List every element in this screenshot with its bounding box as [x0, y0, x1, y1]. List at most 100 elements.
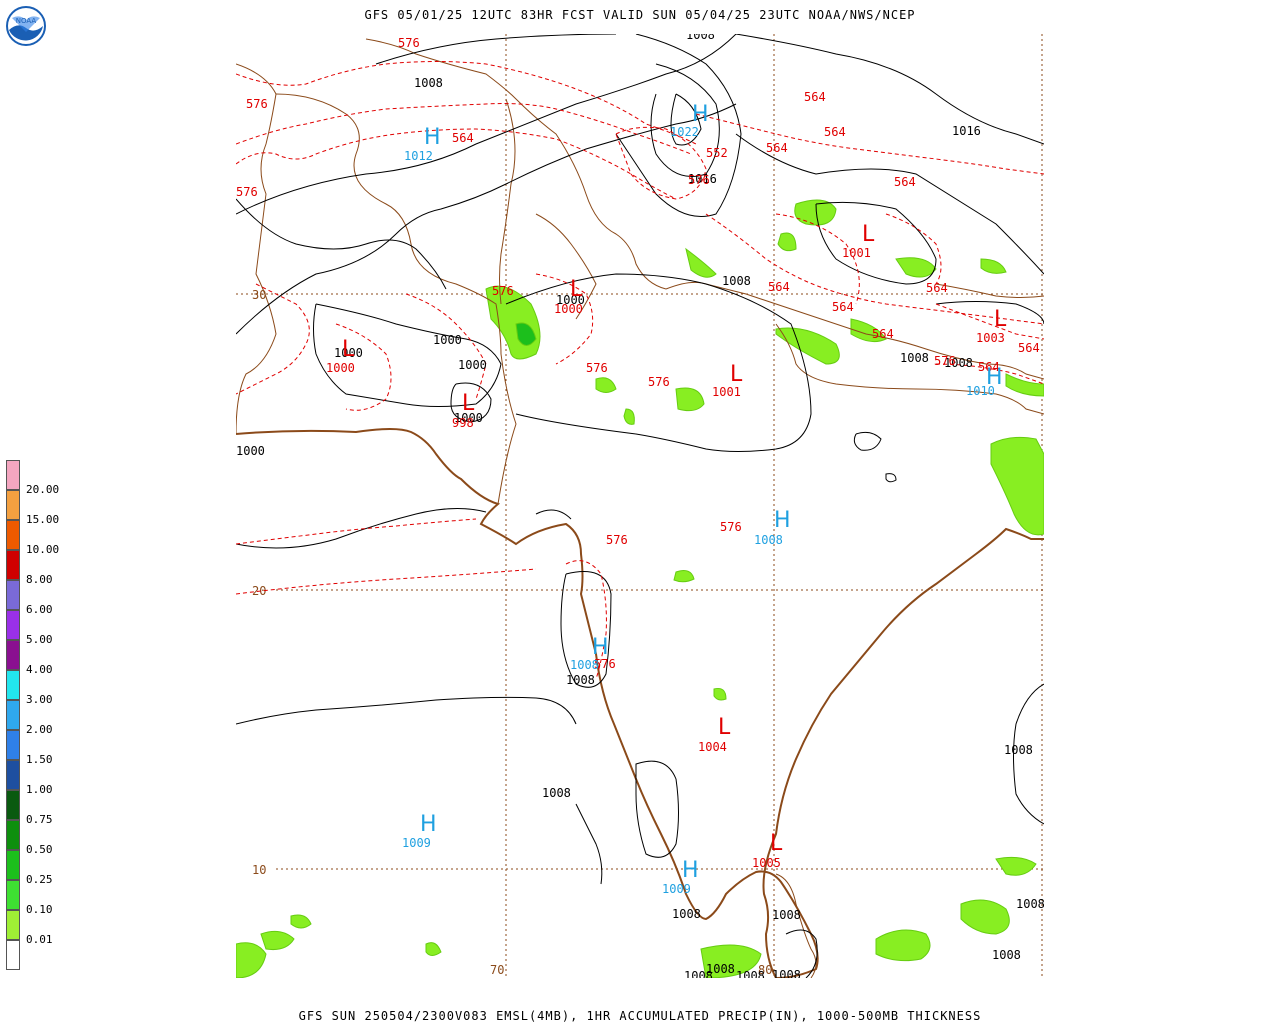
isobars: [236, 34, 1044, 978]
precip-area: [236, 942, 267, 978]
thickness-label: 564: [804, 90, 826, 104]
thickness-label: 564: [766, 141, 788, 155]
low-center-letter: L: [342, 337, 355, 362]
isobar-label: 1008: [772, 908, 801, 922]
thickness-label: 576: [246, 97, 268, 111]
precip-area: [895, 257, 937, 278]
low-center-value: 1001: [842, 246, 871, 260]
high-center-value: 1008: [570, 658, 599, 672]
legend-label: 6.00: [26, 603, 53, 616]
high-center-value: 1009: [402, 836, 431, 850]
precip-area: [1005, 373, 1044, 397]
isobar-label: 1008: [684, 969, 713, 978]
precip-area: [515, 322, 537, 346]
isobar-label: 1008: [992, 948, 1021, 962]
thickness-label: 576: [398, 36, 420, 50]
legend-swatch: [6, 610, 20, 640]
high-center-value: 1022: [670, 125, 699, 139]
low-center-value: 1003: [976, 331, 1005, 345]
legend-label: 0.25: [26, 873, 53, 886]
legend-swatch: [6, 940, 20, 970]
legend-swatch: [6, 850, 20, 880]
isobar-label: 1008: [1004, 743, 1033, 757]
isobar-label: 1008: [566, 673, 595, 687]
thickness-label: 552: [706, 146, 728, 160]
legend-label: 0.01: [26, 933, 53, 946]
legend-swatch: [6, 730, 20, 760]
high-center-letter: H: [986, 365, 1003, 390]
legend-label: 4.00: [26, 663, 53, 676]
thickness-label: 564: [824, 125, 846, 139]
svg-text:NOAA: NOAA: [16, 17, 37, 25]
precip-area: [875, 929, 931, 962]
thickness-label: 564: [1018, 341, 1040, 355]
low-center-letter: L: [770, 831, 783, 856]
isobar-label: 1008: [672, 907, 701, 921]
isobar-label: 1008: [686, 34, 715, 42]
low-pressure-centers: L 1001 L 1001 L 1000 L 1000 L 998 L 1003…: [326, 222, 1007, 870]
isobar-label: 1008: [944, 356, 973, 370]
thickness-lines: [236, 61, 1044, 680]
thickness-label: 576: [606, 533, 628, 547]
precip-legend: 0.01 0.10 0.25 0.50 0.75 1.00 1.50 2.00 3.00 4.00…: [6, 460, 66, 974]
precip-areas: [236, 199, 1044, 978]
coastlines: [236, 428, 1044, 978]
lon-label-80: 80: [758, 963, 772, 977]
isobar-label: 1000: [556, 293, 585, 307]
legend-swatch: [6, 700, 20, 730]
map-title: GFS 05/01/25 12UTC 83HR FCST VALID SUN 0…: [364, 8, 916, 22]
precip-area: [713, 688, 727, 701]
legend-label: 20.00: [26, 483, 60, 496]
low-center-value: 1000: [554, 302, 583, 316]
thickness-label: 576: [492, 284, 514, 298]
low-center-value: 1001: [712, 385, 741, 399]
precip-area: [595, 377, 617, 393]
isobar-labels: 1008 1016 1000 1000 1000 1000 1000 1008 …: [236, 34, 1044, 978]
low-center-letter: L: [862, 222, 875, 247]
thickness-label: 576: [236, 185, 258, 199]
high-center-value: 1008: [754, 533, 783, 547]
precip-area: [980, 258, 1007, 274]
isobar-label: 1008: [772, 968, 801, 978]
low-center-value: 1000: [326, 361, 355, 375]
thickness-label: 576: [594, 657, 616, 671]
legend-swatch: [6, 460, 20, 490]
isobar-label: 1008: [900, 351, 929, 365]
high-center-value: 1010: [966, 384, 995, 398]
precip-area: [425, 942, 442, 956]
legend-swatch: [6, 760, 20, 790]
legend-label: 0.50: [26, 843, 53, 856]
high-center-letter: H: [692, 102, 709, 127]
legend-label: 1.00: [26, 783, 53, 796]
high-center-value: 1009: [662, 882, 691, 896]
precip-area: [623, 408, 635, 425]
thickness-label: 576: [648, 375, 670, 389]
isobar-label: 1008: [736, 969, 765, 978]
low-center-letter: L: [994, 307, 1007, 332]
low-center-letter: L: [718, 715, 731, 740]
isobar-label: 1008: [722, 274, 751, 288]
legend-label: 15.00: [26, 513, 60, 526]
lat-label-10: 10: [252, 863, 266, 877]
thickness-label: 564: [894, 175, 916, 189]
isobar-label: 1000: [236, 444, 265, 458]
noaa-logo: NOAA: [6, 6, 46, 46]
low-center-value: 1004: [698, 740, 727, 754]
legend-label: 8.00: [26, 573, 53, 586]
map-caption: GFS SUN 250504/2300V083 EMSL(4MB), 1HR A…: [298, 1009, 982, 1023]
low-center-value: 998: [452, 416, 474, 430]
low-center-letter: L: [570, 277, 583, 302]
legend-label: 0.75: [26, 813, 53, 826]
high-center-letter: H: [682, 858, 699, 883]
thickness-label: 564: [768, 280, 790, 294]
legend-label: 10.00: [26, 543, 60, 556]
thickness-label: 564: [452, 131, 474, 145]
low-center-letter: L: [462, 391, 475, 416]
isobar-label: 1008: [414, 76, 443, 90]
thickness-labels: 576 576 576 564 564 552 564 564 564 564 …: [236, 36, 1040, 671]
legend-swatch: [6, 910, 20, 940]
high-center-letter: H: [424, 125, 441, 150]
legend-swatch: [6, 670, 20, 700]
thickness-label: 564: [872, 327, 894, 341]
isobar-label: 1016: [688, 172, 717, 186]
